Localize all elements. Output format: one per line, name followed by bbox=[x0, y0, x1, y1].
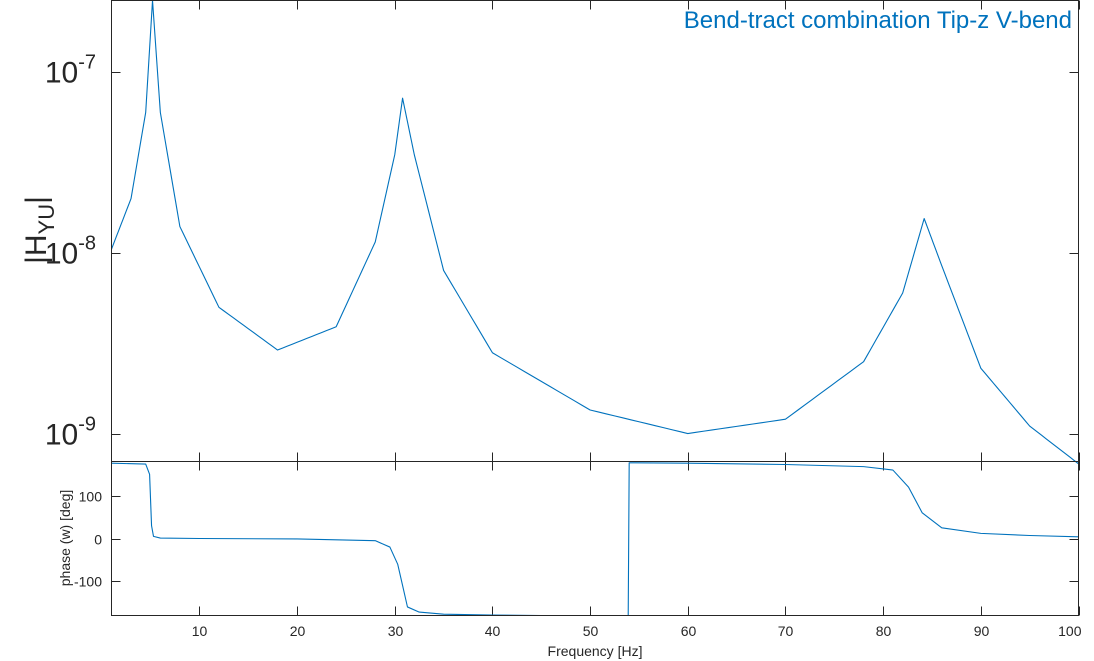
phase-xtick-label: 100 bbox=[1058, 623, 1082, 639]
ylabel-main: |H bbox=[20, 234, 53, 263]
magnitude-axes: 10-710-810-9 Bend-tract combination Tip-… bbox=[20, 0, 1080, 465]
magnitude-ticks bbox=[111, 0, 1080, 462]
magnitude-ytick-label: 10-7 bbox=[45, 52, 96, 90]
magnitude-series-line bbox=[110, 0, 1079, 465]
phase-xtick-label: 30 bbox=[388, 623, 404, 639]
phase-xlabel: Frequency [Hz] bbox=[548, 643, 643, 659]
magnitude-ytick-label: 10-8 bbox=[45, 233, 96, 271]
ytick-exponent: -9 bbox=[78, 414, 96, 436]
phase-xtick-label: 10 bbox=[192, 623, 208, 639]
ytick-base: 10 bbox=[45, 419, 78, 452]
magnitude-ytick-label: 10-9 bbox=[45, 414, 96, 452]
phase-xtick-label: 90 bbox=[974, 623, 990, 639]
phase-xtick-labels: 10 20 30 40 50 60 70 80 90 100 bbox=[192, 623, 1082, 639]
phase-axes-box bbox=[111, 461, 1079, 616]
phase-ytick-label: -100 bbox=[74, 574, 102, 590]
phase-axes: 100 0 -100 10 20 30 40 50 60 70 80 90 100 phase (w)… bbox=[57, 461, 1082, 659]
phase-ytick-label: 100 bbox=[79, 489, 103, 505]
phase-xtick-label: 70 bbox=[778, 623, 794, 639]
chart-title: Bend-tract combination Tip-z V-bend bbox=[684, 7, 1072, 34]
phase-xtick-label: 40 bbox=[485, 623, 501, 639]
magnitude-ytick-labels: 10-710-810-9 bbox=[45, 52, 96, 452]
ylabel-end: | bbox=[20, 196, 53, 204]
ytick-base: 10 bbox=[45, 57, 78, 90]
phase-ytick-labels: 100 0 -100 bbox=[74, 489, 102, 590]
phase-xtick-label: 60 bbox=[681, 623, 697, 639]
phase-xtick-label: 20 bbox=[290, 623, 306, 639]
phase-series-line bbox=[111, 462, 1079, 617]
ylabel-sub: YU bbox=[34, 204, 59, 235]
phase-ytick-label: 0 bbox=[94, 532, 102, 548]
phase-xtick-label: 80 bbox=[876, 623, 892, 639]
phase-ylabel: phase (w) [deg] bbox=[57, 490, 73, 587]
ytick-exponent: -8 bbox=[78, 233, 96, 255]
ytick-exponent: -7 bbox=[78, 52, 96, 74]
magnitude-ylabel: |HYU| bbox=[20, 196, 59, 264]
phase-xtick-label: 50 bbox=[583, 623, 599, 639]
ytick-base: 10 bbox=[45, 238, 78, 271]
magnitude-axes-box bbox=[111, 0, 1079, 462]
